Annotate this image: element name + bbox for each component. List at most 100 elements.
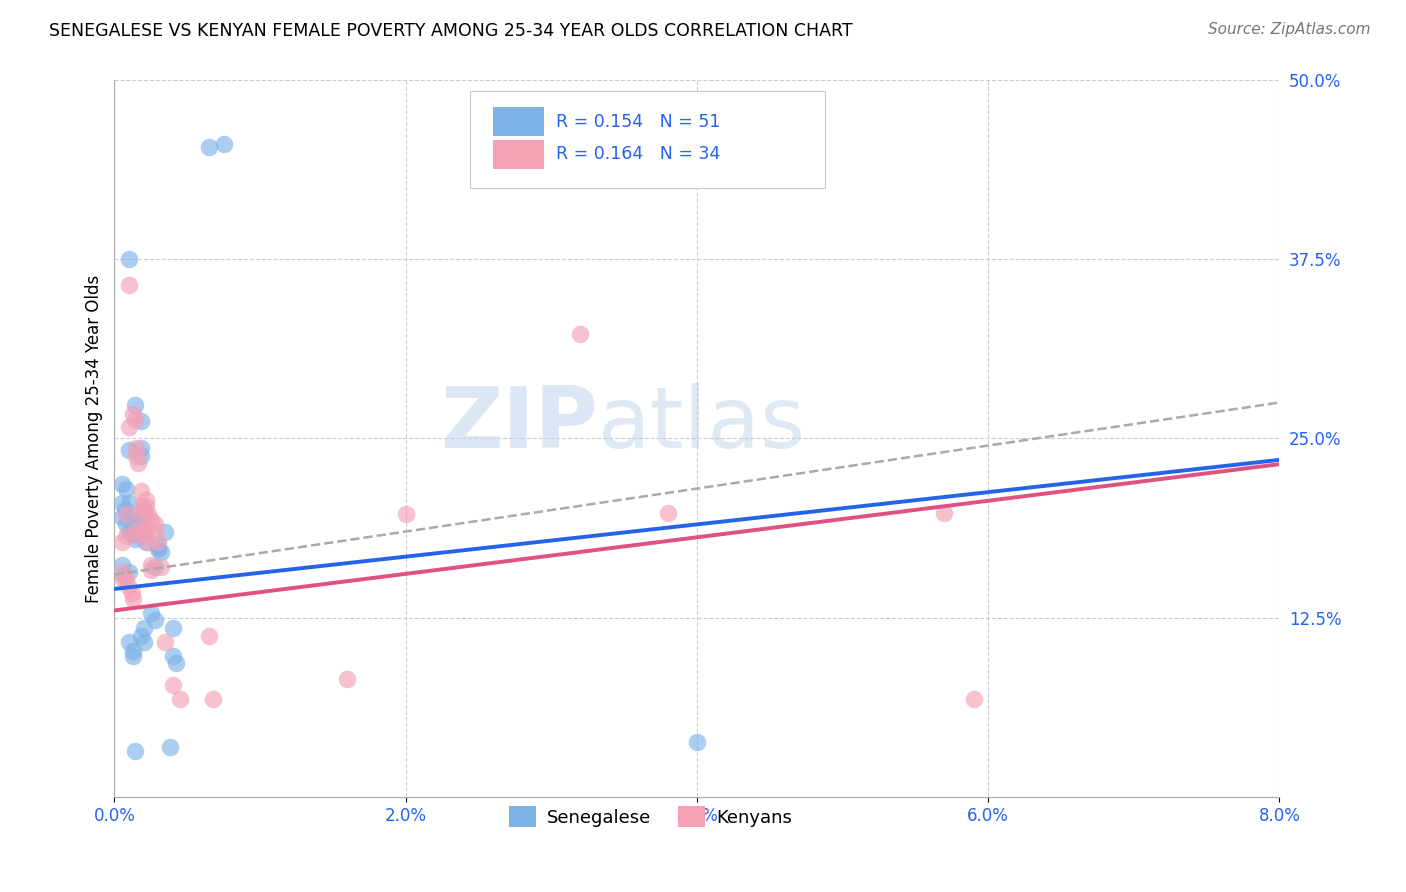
Point [125,442,148,456]
FancyBboxPatch shape [494,140,544,169]
Text: R = 0.164   N = 34: R = 0.164 N = 34 [555,145,720,163]
Point [127,520,149,534]
Point [132,503,155,517]
Point [135,499,157,513]
Point [118,635,141,649]
Point [132,508,155,522]
Point [135,493,157,508]
Point [118,252,141,267]
Point [132,524,155,539]
Point [129,414,152,428]
Point [131,527,153,541]
Point [143,614,166,628]
Point [121,510,143,524]
Point [212,137,235,152]
Point [124,398,146,412]
Point [155,635,177,649]
Point [962,692,984,706]
Point [162,649,184,664]
Point [132,635,155,649]
Point [122,591,145,606]
Point [115,482,138,496]
Point [129,442,152,456]
Point [336,672,359,686]
Point [150,544,173,558]
Point [115,529,138,543]
Point [118,442,141,457]
Point [118,524,141,539]
Point [162,678,184,692]
Point [146,534,169,549]
Point [117,579,139,593]
Point [132,527,155,541]
Point [395,508,418,522]
Point [150,560,173,574]
Point [143,517,166,532]
Point [111,477,134,491]
Point [115,508,138,522]
Point [121,524,143,539]
Point [122,649,145,664]
Point [139,563,162,577]
Text: ZIP: ZIP [440,383,598,466]
Point [129,508,152,522]
Point [136,520,159,534]
Point [122,527,145,541]
Point [139,607,162,621]
Point [118,277,141,292]
Point [118,420,141,434]
Point [115,572,138,586]
Point [114,503,136,517]
Point [143,523,166,537]
Point [127,456,149,470]
Legend: Senegalese, Kenyans: Senegalese, Kenyans [502,799,799,834]
Point [125,449,148,463]
Point [118,565,141,579]
Point [129,523,152,537]
Point [162,621,184,635]
Point [118,496,141,510]
FancyBboxPatch shape [494,107,544,136]
Point [198,629,221,643]
Text: Source: ZipAtlas.com: Source: ZipAtlas.com [1208,22,1371,37]
Point [686,735,709,749]
Point [143,560,166,574]
Point [125,522,148,536]
Point [135,534,157,549]
Point [202,692,225,706]
Point [136,508,159,522]
Text: SENEGALESE VS KENYAN FEMALE POVERTY AMONG 25-34 YEAR OLDS CORRELATION CHART: SENEGALESE VS KENYAN FEMALE POVERTY AMON… [49,22,853,40]
Point [136,534,159,549]
Point [657,506,679,520]
Point [139,513,162,527]
Point [111,510,134,524]
FancyBboxPatch shape [470,91,825,187]
Point [155,524,177,539]
Point [169,692,191,706]
Point [129,449,152,463]
Y-axis label: Female Poverty Among 25-34 Year Olds: Female Poverty Among 25-34 Year Olds [86,274,103,602]
Point [111,558,134,572]
Point [124,532,146,546]
Point [125,517,148,532]
Point [112,572,135,586]
Point [122,407,145,421]
Point [165,657,187,671]
Point [111,534,134,549]
Text: atlas: atlas [598,383,806,466]
Point [127,527,149,541]
Point [121,586,143,600]
Point [127,513,149,527]
Point [159,739,181,754]
Point [934,506,956,520]
Point [124,744,146,758]
Point [129,484,152,499]
Point [569,326,592,341]
Point [124,413,146,427]
Point [129,629,152,643]
Point [115,517,138,532]
Point [146,541,169,556]
Point [132,621,155,635]
Point [111,565,134,579]
Text: R = 0.154   N = 51: R = 0.154 N = 51 [555,112,720,130]
